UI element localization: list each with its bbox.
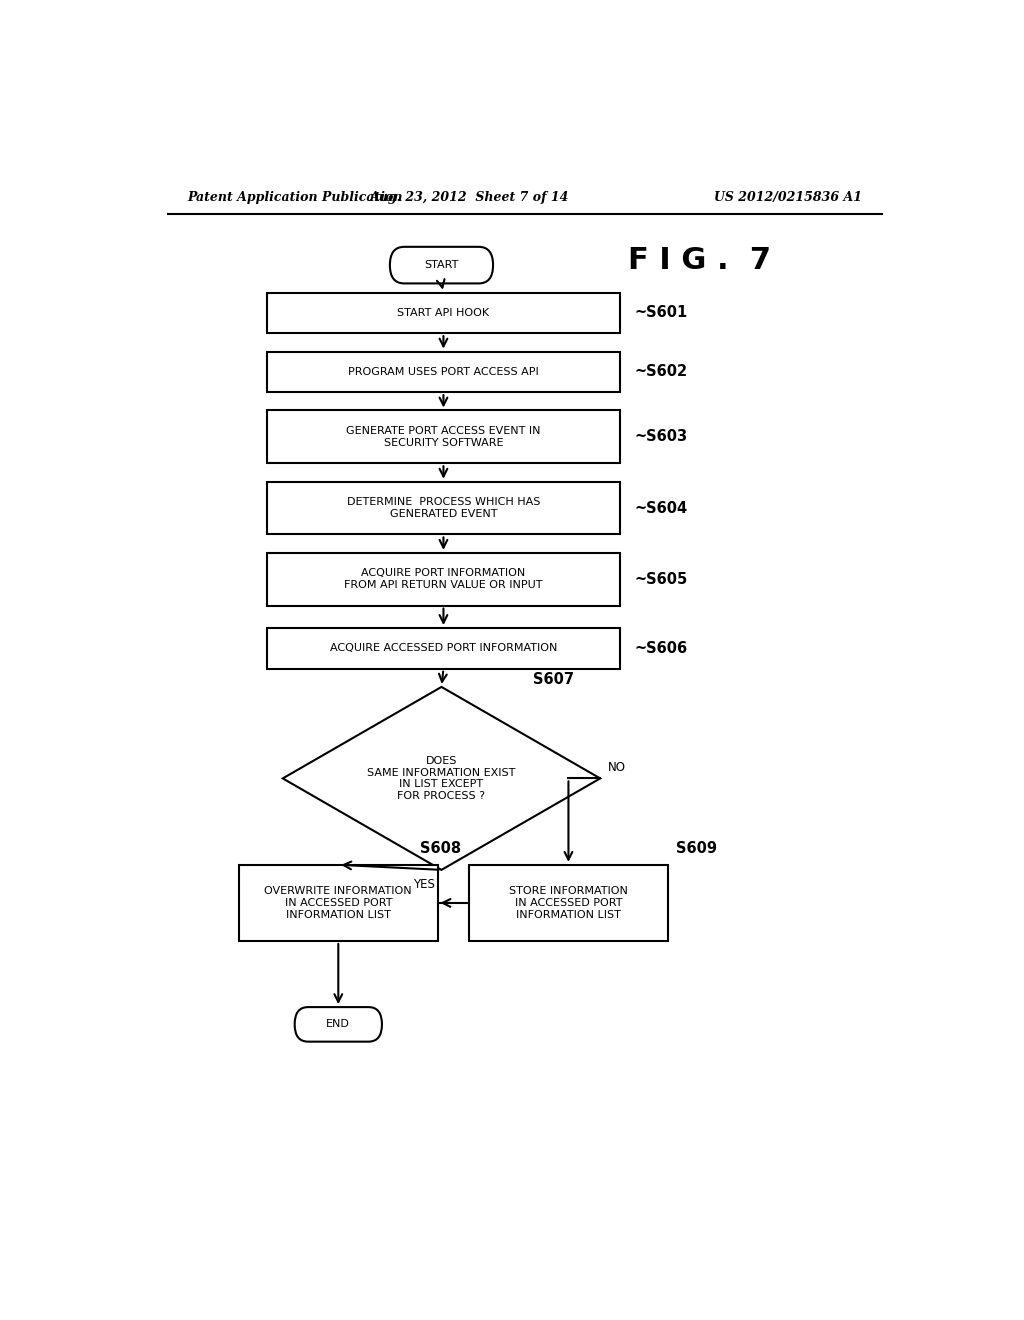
Text: START: START — [424, 260, 459, 271]
Text: ~S601: ~S601 — [634, 305, 687, 321]
Text: END: END — [327, 1019, 350, 1030]
FancyBboxPatch shape — [267, 553, 620, 606]
FancyBboxPatch shape — [267, 482, 620, 535]
Text: Aug. 23, 2012  Sheet 7 of 14: Aug. 23, 2012 Sheet 7 of 14 — [370, 190, 569, 203]
Text: DOES
SAME INFORMATION EXIST
IN LIST EXCEPT
FOR PROCESS ?: DOES SAME INFORMATION EXIST IN LIST EXCE… — [368, 756, 516, 801]
Text: F I G .  7: F I G . 7 — [628, 246, 771, 275]
FancyBboxPatch shape — [469, 865, 668, 941]
Text: ~S604: ~S604 — [634, 500, 687, 516]
Text: PROGRAM USES PORT ACCESS API: PROGRAM USES PORT ACCESS API — [348, 367, 539, 376]
Text: ~S606: ~S606 — [634, 640, 687, 656]
Text: OVERWRITE INFORMATION
IN ACCESSED PORT
INFORMATION LIST: OVERWRITE INFORMATION IN ACCESSED PORT I… — [264, 886, 412, 920]
Text: ~S605: ~S605 — [634, 572, 687, 586]
Text: DETERMINE  PROCESS WHICH HAS
GENERATED EVENT: DETERMINE PROCESS WHICH HAS GENERATED EV… — [347, 498, 540, 519]
Text: GENERATE PORT ACCESS EVENT IN
SECURITY SOFTWARE: GENERATE PORT ACCESS EVENT IN SECURITY S… — [346, 426, 541, 447]
FancyBboxPatch shape — [240, 865, 437, 941]
Text: START API HOOK: START API HOOK — [397, 308, 489, 318]
Text: US 2012/0215836 A1: US 2012/0215836 A1 — [714, 190, 862, 203]
FancyBboxPatch shape — [267, 411, 620, 463]
Text: STORE INFORMATION
IN ACCESSED PORT
INFORMATION LIST: STORE INFORMATION IN ACCESSED PORT INFOR… — [509, 886, 628, 920]
Text: ~S603: ~S603 — [634, 429, 687, 445]
Text: S608: S608 — [420, 841, 461, 855]
Text: ~S602: ~S602 — [634, 364, 687, 379]
FancyBboxPatch shape — [267, 293, 620, 333]
Text: S609: S609 — [676, 841, 717, 855]
Polygon shape — [283, 686, 600, 870]
FancyBboxPatch shape — [295, 1007, 382, 1041]
Text: NO: NO — [608, 762, 626, 775]
FancyBboxPatch shape — [390, 247, 494, 284]
Text: ACQUIRE ACCESSED PORT INFORMATION: ACQUIRE ACCESSED PORT INFORMATION — [330, 643, 557, 653]
Text: YES: YES — [413, 878, 435, 891]
Text: Patent Application Publication: Patent Application Publication — [187, 190, 403, 203]
Text: S607: S607 — [532, 672, 573, 688]
FancyBboxPatch shape — [267, 628, 620, 669]
FancyBboxPatch shape — [267, 351, 620, 392]
Text: ACQUIRE PORT INFORMATION
FROM API RETURN VALUE OR INPUT: ACQUIRE PORT INFORMATION FROM API RETURN… — [344, 569, 543, 590]
